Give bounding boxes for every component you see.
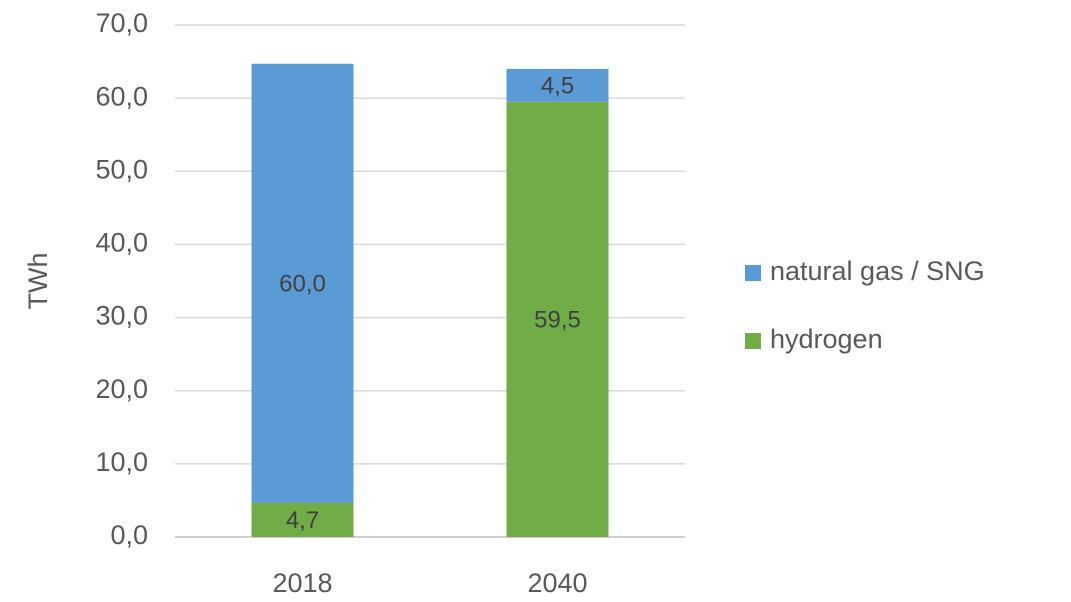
y-tick-label: 20,0 [95,374,148,404]
y-tick-label: 0,0 [110,520,148,550]
value-label: 59,5 [534,307,581,334]
y-tick-label: 10,0 [95,447,148,477]
y-tick-label: 40,0 [95,228,148,258]
y-tick-label: 60,0 [95,81,148,111]
value-label: 60,0 [279,271,326,298]
y-tick-label: 30,0 [95,301,148,331]
y-axis-title: TWh [23,253,53,310]
bar-segment [251,502,354,537]
y-tick-label: 70,0 [95,8,148,38]
x-tick-label: 2040 [527,568,587,598]
legend-label: hydrogen [770,324,883,354]
x-tick-label: 2018 [272,568,332,598]
legend-swatch [745,265,761,281]
legend-swatch [745,333,761,349]
bar-segment [251,63,354,503]
legend-label: natural gas / SNG [770,256,985,286]
value-label: 4,7 [286,507,319,534]
bar-segment [506,101,609,538]
bar-segment [506,68,609,102]
value-label: 4,5 [541,73,574,100]
y-tick-label: 50,0 [95,154,148,184]
